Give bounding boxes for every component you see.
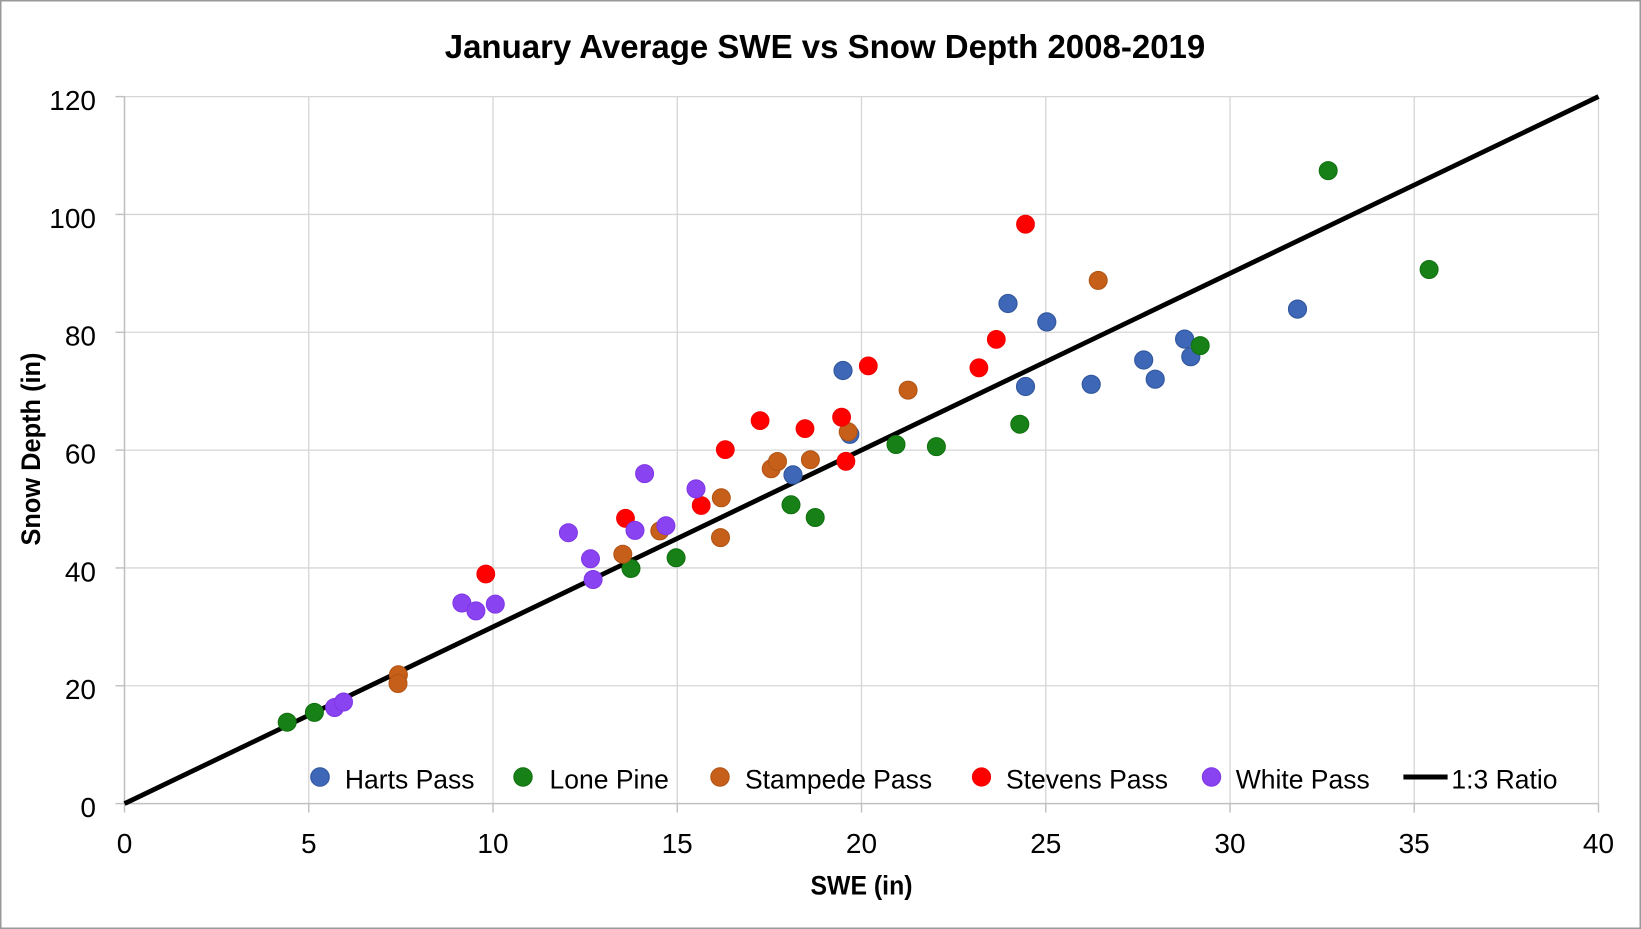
svg-text:40: 40 (1583, 828, 1614, 859)
svg-text:White Pass: White Pass (1236, 764, 1370, 794)
svg-text:30: 30 (1214, 828, 1245, 859)
svg-text:0: 0 (117, 828, 133, 859)
svg-text:120: 120 (49, 85, 96, 116)
svg-text:1:3 Ratio: 1:3 Ratio (1451, 764, 1557, 794)
svg-text:0: 0 (80, 792, 96, 823)
svg-text:35: 35 (1399, 828, 1430, 859)
svg-text:Snow Depth (in): Snow Depth (in) (16, 353, 46, 546)
svg-text:80: 80 (65, 321, 96, 352)
svg-text:Lone Pine: Lone Pine (550, 764, 669, 794)
svg-text:20: 20 (65, 674, 96, 705)
svg-text:25: 25 (1030, 828, 1061, 859)
svg-text:40: 40 (65, 556, 96, 587)
svg-text:January Average SWE vs Snow De: January Average SWE vs Snow Depth 2008-2… (445, 28, 1206, 65)
svg-text:60: 60 (65, 439, 96, 470)
svg-text:20: 20 (846, 828, 877, 859)
svg-text:100: 100 (49, 203, 96, 234)
svg-text:5: 5 (301, 828, 317, 859)
svg-text:10: 10 (477, 828, 508, 859)
svg-text:SWE (in): SWE (in) (811, 871, 913, 901)
svg-text:Stampede Pass: Stampede Pass (745, 764, 932, 794)
svg-text:15: 15 (662, 828, 693, 859)
svg-text:Stevens Pass: Stevens Pass (1006, 764, 1168, 794)
svg-text:Harts Pass: Harts Pass (345, 764, 475, 794)
